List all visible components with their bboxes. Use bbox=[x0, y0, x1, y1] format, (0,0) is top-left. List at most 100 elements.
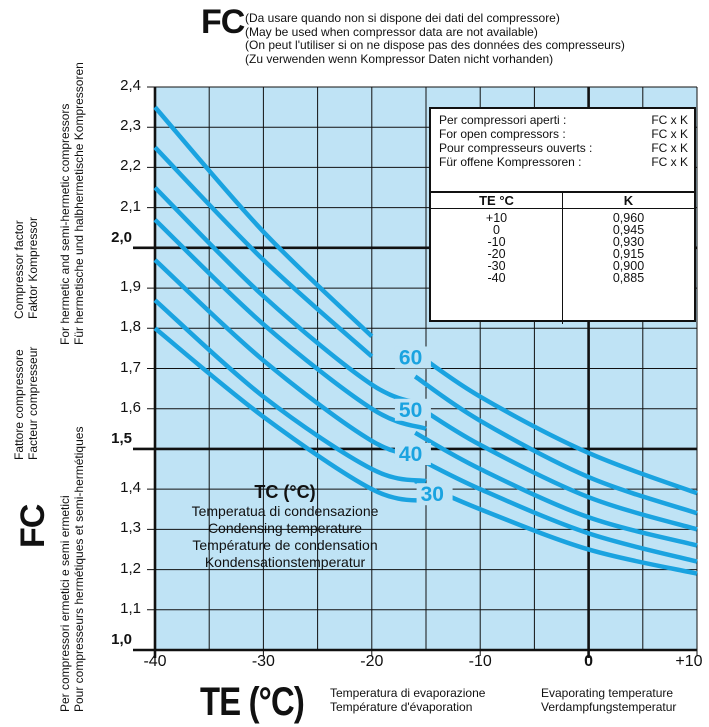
y-tick-label: 2,1 bbox=[120, 197, 141, 215]
k-table-header-k: K bbox=[623, 193, 634, 208]
k-table-te-cell: +10 bbox=[485, 211, 508, 225]
k-table-te-cell: -40 bbox=[487, 271, 506, 285]
y-label-hermetiques: Pour compresseurs hermétiques et semi-he… bbox=[72, 426, 86, 712]
k-table-header-te: TE °C bbox=[431, 193, 563, 208]
tc-curve bbox=[153, 258, 427, 460]
y-tick-label: 2,0 bbox=[111, 228, 132, 246]
tc-curve bbox=[413, 350, 698, 496]
tc-curve bbox=[413, 402, 698, 532]
x-tick-label: -20 bbox=[360, 653, 384, 670]
k-table-body: +10 0 -10 -20 -30 -40 0,960 0,945 0,930 … bbox=[431, 209, 694, 324]
info-row-label: Für offene Kompressoren : bbox=[439, 155, 582, 169]
header-notes: (Da usare quando non si dispone dei dati… bbox=[245, 11, 625, 66]
y-tick-label: 2,3 bbox=[120, 117, 141, 135]
k-table-k-cell: 0,885 bbox=[612, 271, 645, 285]
k-table-k-cell: 0,945 bbox=[612, 223, 645, 237]
info-row-label: Pour compresseurs ouverts : bbox=[439, 141, 593, 155]
note-italian: (Da usare quando non si dispone dei dati… bbox=[245, 11, 560, 25]
k-table-k-cell: 0,900 bbox=[612, 259, 645, 273]
note-french: (On peut l'utiliser si on ne dispose pas… bbox=[245, 38, 625, 52]
info-row: Pour compresseurs ouverts : FC x K bbox=[431, 141, 694, 155]
y-tick-label: 1,4 bbox=[120, 479, 141, 497]
x-label-french: Température d'évaporation bbox=[330, 700, 473, 714]
tc-curve bbox=[413, 374, 698, 516]
k-table-te-cell: 0 bbox=[493, 223, 500, 237]
open-compressor-info-box: Per compressori aperti : FC x K For open … bbox=[429, 107, 696, 324]
tc-curve bbox=[153, 105, 374, 338]
x-tick-label: 0 bbox=[584, 653, 594, 670]
x-tick-label: -30 bbox=[251, 653, 275, 670]
x-label-block-left: Temperatura di evaporazione Température … bbox=[330, 686, 485, 714]
tc-curve bbox=[153, 326, 427, 504]
curve-label: 50 bbox=[399, 399, 422, 422]
tc-curve bbox=[414, 430, 698, 548]
k-table-k-column: 0,960 0,945 0,930 0,915 0,900 0,885 bbox=[563, 209, 694, 324]
y-label-facteur: Facteur compresseur bbox=[26, 346, 40, 460]
info-row-label: Per compressori aperti : bbox=[439, 113, 567, 127]
y-tick-label: 1,5 bbox=[111, 429, 132, 447]
y-tick-label: 1,9 bbox=[120, 278, 141, 296]
k-table-te-cell: -10 bbox=[487, 235, 506, 249]
y-tick-label: 1,6 bbox=[120, 398, 141, 416]
curve-label: 30 bbox=[421, 483, 444, 506]
x-label-italian: Temperatura di evaporazione bbox=[330, 686, 486, 700]
x-label-block-right: Evaporating temperature Verdampfungstemp… bbox=[541, 686, 676, 714]
header-fc-symbol: FC bbox=[201, 3, 245, 41]
k-table-te-cell: -30 bbox=[487, 259, 506, 273]
k-table-te-column: +10 0 -10 -20 -30 -40 bbox=[431, 209, 563, 324]
x-tick-label: -10 bbox=[468, 653, 492, 670]
k-table-k-cell: 0,930 bbox=[612, 235, 645, 249]
tc-curve bbox=[153, 298, 427, 484]
tc-legend-title: TC (°C) bbox=[254, 482, 316, 502]
y-label-hermetische: Für hermetische und halbhermetische Komp… bbox=[72, 62, 86, 345]
note-english: (May be used when compressor data are no… bbox=[245, 24, 538, 39]
curve-label-backdrop bbox=[394, 442, 431, 465]
y-tick-label: 1,0 bbox=[111, 631, 132, 648]
curve-label: 40 bbox=[399, 443, 422, 466]
k-table-header: TE °C K bbox=[431, 191, 694, 209]
x-tick-label: -40 bbox=[143, 653, 167, 670]
info-row-value: FC x K bbox=[651, 113, 688, 127]
y-label-hermetic: For hermetic and semi-hermetic compresso… bbox=[58, 103, 72, 345]
info-row-label: For open compressors : bbox=[439, 127, 566, 141]
k-factor-table: TE °C K +10 0 -10 -20 -30 -40 0,960 0,94… bbox=[431, 191, 694, 324]
y-label-faktor-kompressor: Faktor Kompressor bbox=[26, 216, 40, 319]
info-row-value: FC x K bbox=[651, 155, 688, 169]
curve-label-backdrop bbox=[416, 483, 453, 506]
x-axis-te-symbol: TE (°C) bbox=[200, 680, 305, 724]
x-tick-label: +10 bbox=[675, 653, 703, 670]
tc-curve bbox=[153, 218, 427, 431]
note-german: (Zu verwenden wenn Kompressor Daten nich… bbox=[245, 51, 554, 66]
curve-label-backdrop bbox=[394, 346, 431, 369]
x-label-english: Evaporating temperature bbox=[541, 686, 674, 700]
tc-curve bbox=[414, 454, 698, 564]
info-row: Für offene Kompressoren : FC x K bbox=[431, 155, 694, 169]
k-table-k-cell: 0,960 bbox=[612, 211, 645, 225]
curve-label: 60 bbox=[399, 346, 422, 369]
info-row: Per compressori aperti : FC x K bbox=[431, 113, 694, 127]
y-label-ermetici: Per compressori ermetici e semi ermetici bbox=[58, 495, 72, 712]
tc-curve bbox=[153, 185, 427, 407]
tc-legend-french: Température de condensation bbox=[192, 537, 378, 553]
tc-legend-german: Kondensationstemperatur bbox=[204, 554, 366, 570]
tc-legend-english: Condensing temperature bbox=[207, 520, 363, 536]
tc-legend: TC (°C) Temperatua di condensazione Cond… bbox=[170, 482, 400, 571]
y-tick-label: 1,7 bbox=[120, 358, 141, 376]
curve-label-backdrop bbox=[394, 398, 431, 421]
tc-legend-italian: Temperatua di condensazione bbox=[191, 503, 379, 519]
y-tick-label: 1,1 bbox=[120, 599, 141, 617]
y-tick-label: 2,2 bbox=[120, 157, 141, 175]
y-tick-label: 1,2 bbox=[120, 559, 141, 577]
y-axis-fc-symbol: FC bbox=[14, 504, 52, 548]
x-label-german: Verdampfungstemperatur bbox=[541, 700, 677, 714]
k-table-k-cell: 0,915 bbox=[612, 247, 645, 261]
y-tick-label: 1,3 bbox=[120, 519, 141, 537]
y-tick-label: 1,8 bbox=[120, 318, 141, 336]
info-row-value: FC x K bbox=[651, 127, 688, 141]
y-label-fattore: Fattore compressore bbox=[12, 349, 26, 460]
tc-curve bbox=[153, 145, 374, 359]
y-tick-label: 2,4 bbox=[120, 77, 141, 94]
y-label-compressor-factor: Compressor factor bbox=[12, 220, 26, 319]
k-table-te-cell: -20 bbox=[487, 247, 506, 261]
info-row: For open compressors : FC x K bbox=[431, 127, 694, 141]
